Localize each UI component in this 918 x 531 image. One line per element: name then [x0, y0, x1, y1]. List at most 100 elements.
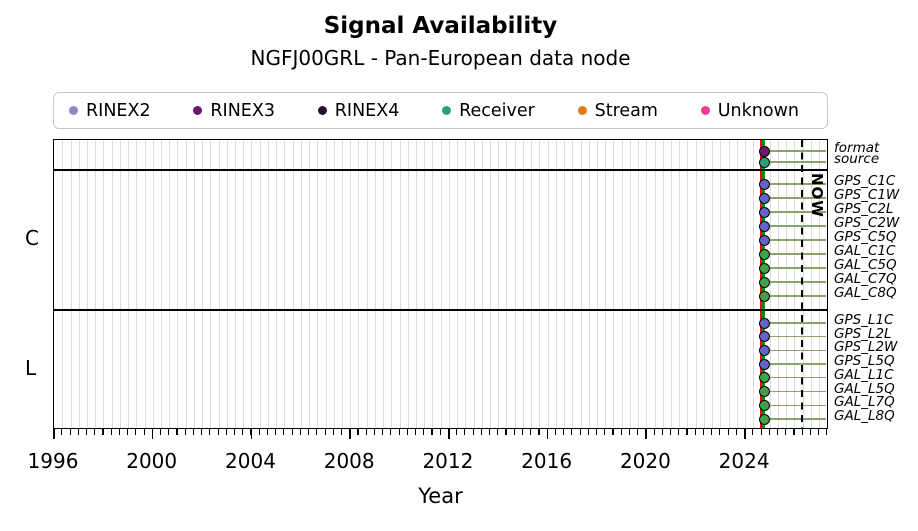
row-label-GPS_C2W: GPS_C2W [834, 215, 900, 231]
x-minor-tick [266, 429, 269, 435]
minor-gridline [333, 140, 335, 428]
x-minor-tick [480, 429, 482, 435]
x-minor-tick [530, 429, 532, 435]
x-minor-tick [776, 429, 779, 435]
x-minor-tick [620, 429, 622, 435]
availability-line [762, 322, 826, 324]
minor-gridline [457, 140, 459, 428]
x-minor-tick [209, 429, 211, 435]
data-point-GAL_C1C [758, 248, 770, 260]
minor-gridline [712, 140, 714, 428]
x-minor-tick [653, 429, 655, 435]
minor-gridline [498, 140, 500, 428]
row-label-GPS_L5Q: GPS_L5Q [834, 353, 895, 370]
x-minor-tick [505, 429, 507, 435]
x-minor-tick [102, 429, 104, 435]
minor-gridline [547, 140, 549, 428]
minor-gridline [572, 140, 574, 428]
minor-gridline [136, 140, 138, 428]
minor-gridline [819, 140, 821, 428]
x-minor-tick [809, 429, 811, 435]
data-point-GAL_L5Q [758, 386, 770, 398]
data-point-GAL_C5Q [758, 262, 770, 274]
data-point-GAL_C7Q [758, 276, 770, 288]
minor-gridline [193, 140, 195, 428]
minor-gridline [605, 140, 607, 428]
x-minor-tick [595, 429, 598, 435]
x-minor-tick [184, 429, 186, 435]
x-minor-tick [316, 429, 318, 435]
minor-gridline [358, 140, 360, 428]
x-major-tick [744, 429, 746, 439]
minor-gridline [786, 140, 788, 428]
minor-gridline [596, 140, 598, 428]
minor-gridline [794, 140, 796, 428]
minor-gridline [341, 140, 343, 428]
x-tick-label: 2024 [718, 449, 770, 473]
data-point-GPS_C5Q [758, 234, 770, 246]
row-label-GPS_L1C: GPS_L1C [834, 312, 894, 328]
x-minor-tick [201, 429, 203, 435]
plot-area: NOW [53, 139, 828, 429]
x-minor-tick [752, 429, 754, 435]
data-point-GPS_C2L [758, 206, 770, 218]
x-minor-tick [563, 429, 565, 435]
data-point-format [758, 145, 770, 157]
minor-gridline [177, 140, 179, 428]
legend-label: Stream [594, 100, 658, 121]
minor-gridline [70, 140, 72, 428]
minor-gridline [300, 140, 302, 428]
row-label-GPS_L2W: GPS_L2W [834, 339, 898, 356]
minor-gridline [226, 140, 228, 428]
minor-gridline [703, 140, 705, 428]
x-minor-tick [299, 429, 301, 435]
row-label-GPS_C5Q: GPS_C5Q [834, 229, 897, 245]
x-minor-tick [587, 429, 589, 435]
minor-gridline [555, 140, 557, 428]
x-minor-tick [225, 429, 227, 435]
minor-gridline [185, 140, 187, 428]
row-label-GAL_L5Q: GAL_L5Q [834, 380, 895, 397]
x-tick-label: 2000 [126, 449, 178, 473]
data-point-GAL_L1C [758, 372, 770, 384]
availability-line [762, 253, 826, 255]
availability-line [762, 418, 826, 420]
data-point-GAL_L8Q [758, 413, 770, 425]
x-major-tick [151, 429, 154, 439]
x-minor-tick [258, 429, 260, 435]
x-minor-tick [143, 429, 145, 435]
minor-gridline [152, 140, 154, 428]
row-label-format: format [834, 140, 880, 156]
data-point-GPS_L2W [758, 344, 770, 356]
minor-gridline [736, 140, 738, 428]
section-divider [54, 169, 827, 171]
minor-gridline [506, 140, 508, 428]
x-minor-tick [768, 429, 770, 435]
minor-gridline [745, 140, 746, 428]
minor-gridline [78, 140, 80, 428]
x-minor-tick [168, 429, 170, 435]
minor-gridline [580, 140, 582, 428]
minor-gridline [810, 140, 812, 428]
minor-gridline [210, 140, 212, 428]
x-minor-tick [308, 429, 310, 435]
minor-gridline [128, 140, 129, 428]
minor-gridline [613, 140, 615, 428]
minor-gridline [777, 140, 779, 428]
x-tick-label: 2020 [619, 449, 671, 473]
x-minor-tick [324, 429, 326, 435]
minor-gridline [218, 140, 220, 428]
row-label-GAL_L8Q: GAL_L8Q [834, 408, 895, 424]
x-major-tick [546, 429, 549, 439]
availability-line [762, 197, 826, 199]
minor-gridline [679, 140, 681, 428]
x-minor-tick [118, 429, 120, 435]
x-minor-tick [661, 429, 663, 435]
chart-title: Signal Availability [323, 13, 558, 39]
x-minor-tick [670, 429, 672, 435]
x-minor-tick [291, 429, 293, 435]
x-minor-tick [538, 429, 540, 435]
x-minor-tick [390, 429, 392, 435]
x-minor-tick [110, 429, 112, 435]
data-point-GAL_L7Q [758, 399, 770, 411]
